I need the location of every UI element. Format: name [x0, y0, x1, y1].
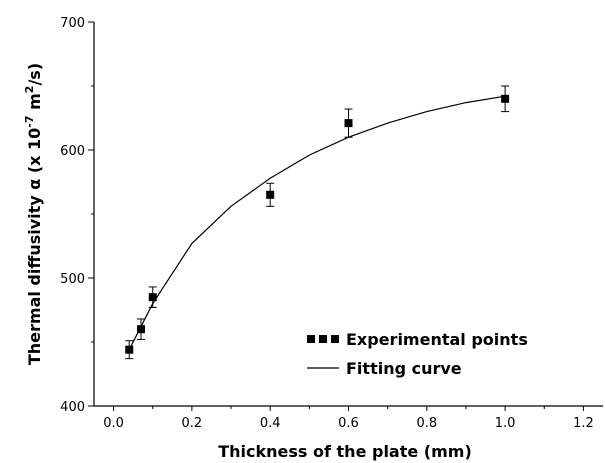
- y-axis-title-main: Thermal diffusivity α (x 10: [25, 128, 44, 365]
- x-tick-label: 1.2: [573, 416, 594, 431]
- legend-marker: [331, 335, 339, 343]
- legend-marker: [319, 335, 327, 343]
- data-point: [501, 94, 510, 103]
- y-tick-label: 400: [60, 400, 85, 415]
- legend-marker: [307, 335, 315, 343]
- y-axis-title-exp-2: 2: [23, 86, 36, 94]
- y-axis-title-end: /s): [25, 63, 44, 86]
- x-tick-label: 0.4: [260, 416, 281, 431]
- x-tick-label: 0.8: [416, 416, 437, 431]
- y-tick-label: 500: [60, 272, 85, 287]
- x-tick-label: 0.0: [103, 416, 124, 431]
- data-point: [344, 119, 353, 128]
- data-point: [136, 325, 145, 334]
- legend-label-experimental-points: Experimental points: [346, 330, 528, 349]
- fitting-curve: [128, 95, 506, 350]
- y-tick-label: 700: [60, 16, 85, 31]
- y-tick-label: 600: [60, 144, 85, 159]
- legend: Experimental points Fitting curve: [307, 330, 528, 378]
- y-axis-title: Thermal diffusivity α (x 10-7 m2/s): [23, 63, 44, 365]
- chart-marks: [125, 85, 510, 360]
- legend-label-fitting-curve: Fitting curve: [346, 359, 462, 378]
- data-point: [125, 345, 134, 354]
- x-tick-label: 1.0: [495, 416, 516, 431]
- data-point: [148, 293, 157, 302]
- x-tick-label: 0.2: [182, 416, 203, 431]
- y-axis-title-exp-1: -7: [23, 115, 36, 127]
- axes: 0.0 0.2 0.4 0.6 0.8 1.0 1.2 400 500 600 700: [60, 16, 603, 431]
- x-tick-label: 0.6: [338, 416, 359, 431]
- data-point: [266, 190, 275, 199]
- x-axis-title: Thickness of the plate (mm): [218, 442, 472, 461]
- legend-swatch-experimental-points: [307, 335, 339, 343]
- y-axis-title-mid: m: [25, 93, 44, 115]
